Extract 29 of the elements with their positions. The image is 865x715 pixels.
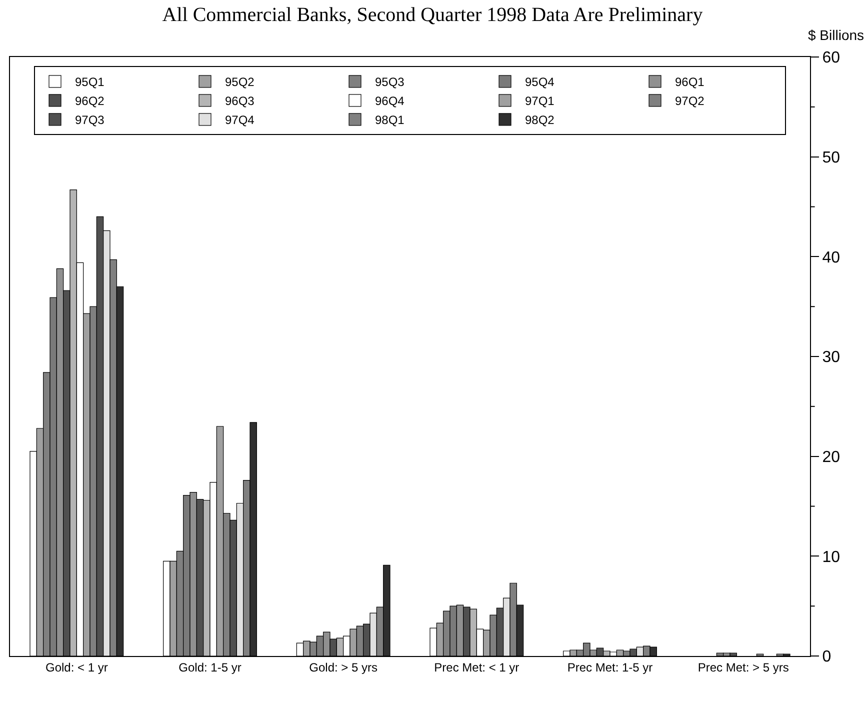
legend-label: 95Q2 [225,75,255,90]
legend-label: 95Q4 [525,75,555,90]
y-tick-label: 0 [822,648,832,666]
legend-label: 96Q4 [375,94,405,108]
legend-label: 96Q3 [225,94,255,108]
x-tick-label: Prec Met: < 1 yr [434,660,520,674]
legend-label: 97Q3 [75,113,105,128]
x-tick-label: Gold: 1-5 yr [178,660,242,674]
y-tick-label: 10 [822,548,840,566]
y-tick-label: 20 [822,448,840,466]
y-axis-title: $ Billions [808,27,864,43]
x-tick-label: Prec Met: > 5 yrs [698,660,789,674]
y-tick-label: 50 [822,149,840,166]
legend-label: 98Q2 [525,113,555,128]
legend-label: 97Q2 [675,94,705,108]
chart-title: All Commercial Banks, Second Quarter 1998 Data Are Preliminary [162,4,703,26]
legend-label: 95Q1 [75,75,105,90]
x-tick-label: Gold: < 1 yr [45,660,108,674]
legend-label: 97Q4 [225,113,255,128]
x-tick-label: Gold: > 5 yrs [309,660,378,674]
legend-label: 95Q3 [375,75,405,90]
legend-label: 96Q2 [75,94,105,108]
y-tick-label: 30 [822,349,840,366]
legend-label: 97Q1 [525,94,555,108]
y-tick-label: 60 [822,50,840,67]
legend-label: 96Q1 [675,75,705,90]
x-tick-label: Prec Met: 1-5 yr [567,660,653,674]
legend-label: 98Q1 [375,113,405,128]
y-tick-label: 40 [822,249,840,266]
